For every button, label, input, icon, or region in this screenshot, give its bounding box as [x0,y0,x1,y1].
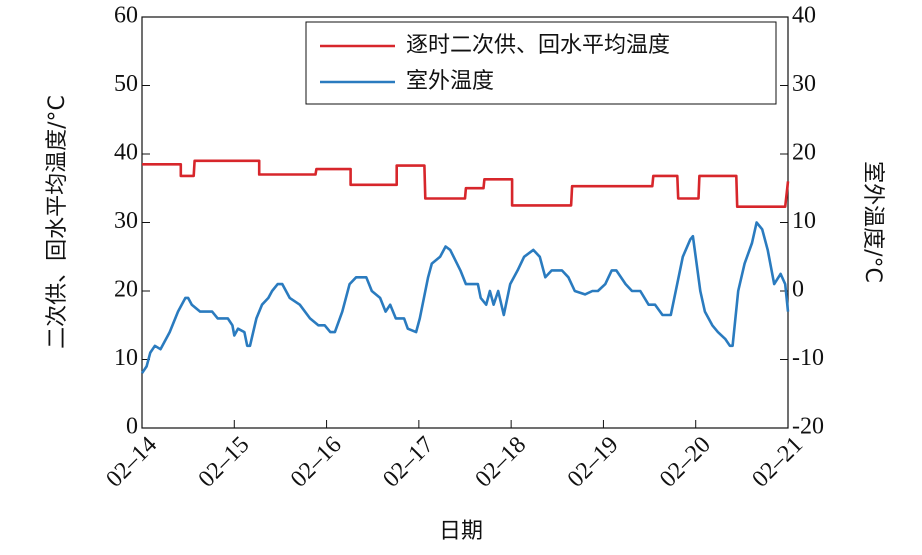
y-tick-label: 60 [114,3,138,29]
x-tick-label: 02–19 [563,432,624,493]
x-tick-label: 02–16 [286,432,347,493]
x-axis-label: 日期 [439,519,483,544]
y2-tick-label: 30 [792,71,816,97]
y-tick-label: 50 [114,71,138,97]
series-line [140,221,790,374]
y2-tick-label: 10 [792,208,816,234]
legend-box [305,21,777,105]
y-axis-label: 二次供、回水平均温度/°C [45,95,70,349]
y-tick-label: 10 [114,345,138,371]
x-tick-label: 02–17 [378,432,439,493]
legend-label: 室外温度 [406,69,494,94]
y2-tick-label: -10 [792,345,824,371]
y2-tick-label: -20 [792,414,824,440]
legend-label: 逐时二次供、回水平均温度 [406,33,670,58]
y-tick-label: 0 [126,414,138,440]
x-tick-label: 02–15 [194,432,255,493]
x-tick-label: 02–21 [747,432,808,493]
y2-axis-label: 室外温度/°C [860,161,885,283]
y2-tick-label: 20 [792,140,816,166]
y-tick-label: 40 [114,140,138,166]
x-tick-label: 02–14 [101,432,162,493]
y2-tick-label: 0 [792,277,804,303]
y-tick-label: 30 [114,208,138,234]
x-tick-label: 02–18 [470,432,531,493]
series-line [142,159,790,208]
y-tick-label: 20 [114,277,138,303]
y2-tick-label: 40 [792,3,816,29]
x-tick-label: 02–20 [655,432,716,493]
